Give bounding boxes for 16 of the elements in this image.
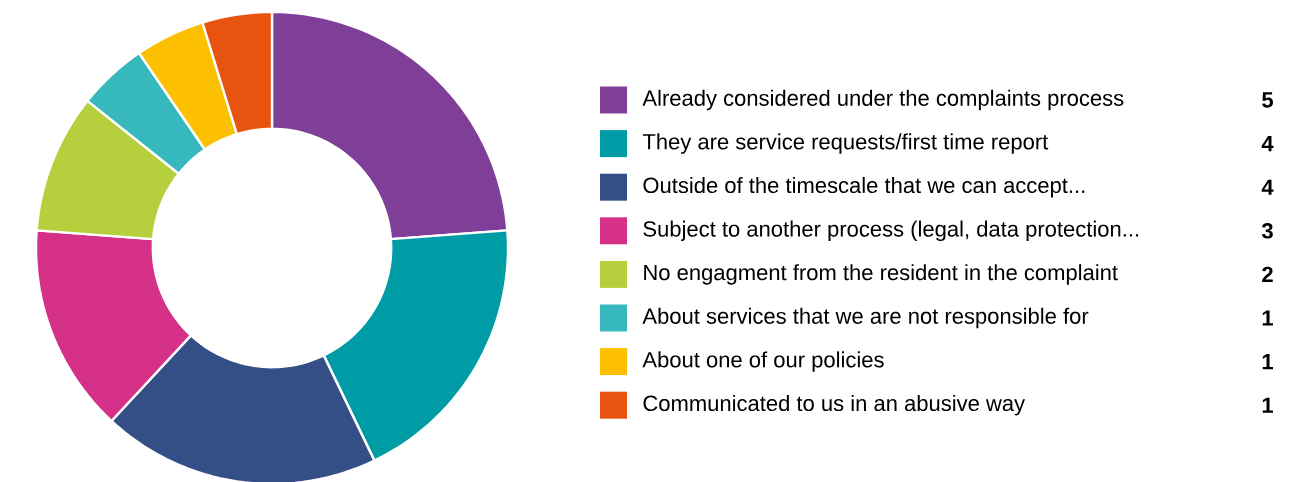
data-label: 3 <box>1261 223 1273 239</box>
legend-label: About one of our policies <box>642 351 884 372</box>
data-label: 1 <box>1262 397 1273 413</box>
legend-label: Outside of the timescale that we can accept... <box>643 176 1085 198</box>
data-label: 1 <box>1262 354 1273 370</box>
data-label: 1 <box>1262 310 1273 326</box>
data-label: 2 <box>1262 266 1273 283</box>
data-label: 4 <box>1261 179 1274 195</box>
legend-label: They are service requests/first time report <box>642 133 1049 154</box>
legend-label: No engagment from the resident in the complaint <box>644 264 1118 285</box>
legend-label: Communicated to us in an abusive way <box>643 394 1026 416</box>
data-label: 4 <box>1261 136 1274 152</box>
legend-label: About services that we are not responsible for <box>642 307 1089 329</box>
legend-label: Subject to another process (legal, data protection... <box>643 220 1139 242</box>
legend-label: Already considered under the complaints process <box>642 89 1124 111</box>
data-label: 5 <box>1262 92 1273 108</box>
